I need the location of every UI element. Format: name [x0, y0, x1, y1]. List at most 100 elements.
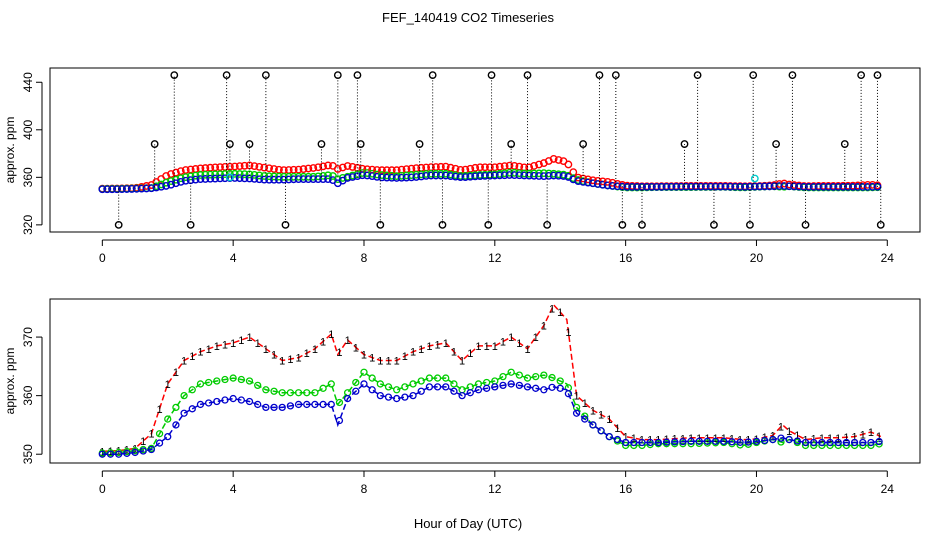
marker-series-1: 1	[230, 338, 236, 350]
point-series-3	[157, 182, 166, 191]
marker-series-1: 1	[868, 427, 874, 439]
marker-series-2	[409, 380, 417, 388]
marker-series-3	[139, 447, 147, 455]
marker-series-1: 1	[312, 344, 318, 356]
point-series-3	[692, 182, 700, 191]
point-series-3	[682, 182, 691, 191]
marker-series-3	[695, 437, 703, 445]
point-series-3	[113, 185, 121, 194]
marker-series-3	[769, 435, 777, 444]
spike-point	[543, 220, 552, 229]
point-series-2	[235, 170, 244, 178]
marker-series-3	[360, 380, 368, 388]
plot-frame-bottom	[49, 298, 921, 464]
point-series-3	[780, 182, 789, 190]
marker-series-1: 1	[279, 356, 285, 368]
point-series-1	[250, 162, 259, 171]
marker-series-3	[254, 400, 262, 409]
point-series-1	[304, 164, 313, 173]
point-series-1	[593, 176, 602, 185]
point-series-4	[750, 174, 759, 183]
marker-series-2	[507, 368, 515, 376]
point-series-1	[500, 162, 509, 171]
marker-series-1: 1	[238, 335, 244, 347]
panel-top: approx. ppm 0 4 8 12 16 20 24 320 360 400 440	[3, 67, 921, 265]
marker-series-3	[801, 438, 810, 447]
point-series-1	[265, 164, 274, 173]
marker-series-1: 1	[565, 327, 571, 339]
point-series-3	[731, 182, 740, 191]
marker-series-3	[711, 437, 720, 445]
point-series-1	[348, 163, 357, 171]
spike-point	[356, 140, 365, 148]
marker-series-3	[859, 438, 867, 447]
x-tick-label: 24	[881, 251, 895, 265]
point-series-3	[829, 182, 838, 191]
marker-series-3	[106, 450, 115, 458]
marker-series-1: 1	[500, 336, 506, 348]
spike-point	[579, 140, 588, 148]
spike-point	[225, 140, 234, 148]
point-series-1	[535, 160, 543, 169]
marker-series-2	[311, 389, 319, 397]
marker-series-3	[98, 450, 106, 458]
point-series-3	[760, 182, 769, 191]
x-tick-label: 20	[750, 251, 764, 265]
point-series-1	[314, 163, 323, 172]
marker-series-3	[785, 435, 793, 444]
point-series-3	[647, 182, 656, 191]
marker-series-1: 1	[165, 379, 171, 391]
marker-series-1: 1	[549, 303, 555, 315]
marker-series-1: 1	[475, 341, 481, 353]
point-series-4	[225, 173, 234, 182]
spike-point	[487, 71, 496, 80]
spike-point	[772, 140, 780, 148]
spike-point	[281, 220, 290, 229]
marker-series-1: 1	[819, 433, 825, 445]
point-series-3	[569, 175, 578, 184]
point-series-3	[736, 182, 745, 191]
x-tick-label: 24	[881, 482, 895, 496]
point-series-3	[432, 171, 440, 180]
marker-series-1: 1	[426, 341, 432, 353]
marker-series-3	[744, 438, 752, 446]
marker-series-2	[450, 380, 458, 388]
marker-series-3	[597, 427, 605, 435]
point-series-3	[849, 182, 857, 191]
marker-series-3	[172, 421, 180, 429]
marker-series-1: 1	[361, 350, 367, 362]
marker-series-3	[352, 387, 360, 395]
spike-point	[523, 71, 532, 80]
marker-series-3	[818, 438, 826, 447]
point-series-3	[461, 173, 470, 181]
marker-series-2	[172, 403, 180, 412]
marker-series-1: 1	[369, 353, 375, 365]
point-series-2	[157, 180, 166, 189]
marker-series-3	[834, 438, 842, 447]
marker-series-3	[589, 421, 597, 429]
marker-series-3	[556, 384, 564, 392]
y-tick-label: 350	[21, 444, 35, 464]
point-series-3	[667, 182, 676, 191]
point-series-2	[225, 169, 234, 178]
point-series-3	[662, 182, 671, 191]
marker-series-1: 1	[255, 338, 261, 350]
marker-series-3	[196, 400, 205, 409]
point-series-2	[240, 170, 249, 179]
point-series-1	[338, 163, 347, 172]
marker-series-1: 1	[410, 347, 416, 359]
point-series-3	[147, 184, 156, 193]
marker-series-2	[221, 375, 229, 384]
point-series-1	[167, 170, 175, 178]
x-tick-label: 8	[361, 482, 368, 496]
marker-series-3	[564, 390, 573, 398]
marker-series-1: 1	[222, 339, 228, 351]
point-series-3	[608, 181, 617, 190]
marker-series-2	[270, 387, 278, 395]
point-series-1	[564, 160, 573, 169]
marker-series-3	[343, 394, 352, 403]
axes-top: 0 4 8 12 16 20 24 320 360 400 440	[21, 72, 894, 265]
marker-series-3	[115, 450, 123, 458]
point-series-1	[221, 163, 229, 171]
point-series-3	[613, 182, 622, 191]
